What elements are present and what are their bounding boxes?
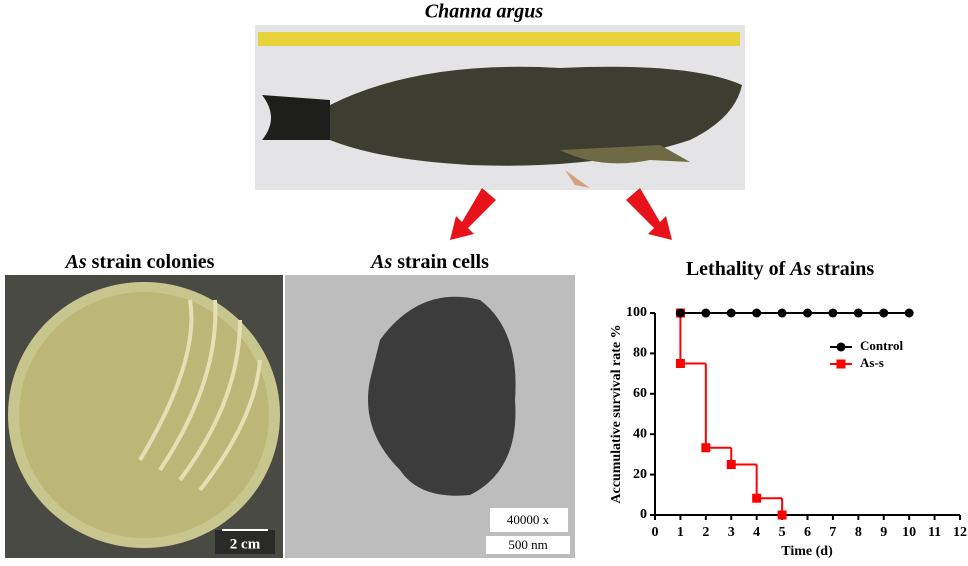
marker — [675, 308, 685, 318]
tem-photo — [285, 275, 575, 558]
x-tick-label: 11 — [928, 525, 941, 540]
plate-photo — [5, 275, 283, 558]
y-tick-label: 100 — [626, 305, 647, 320]
panel-title: Lethality of As strains — [686, 258, 875, 280]
x-tick-label: 8 — [855, 525, 862, 540]
legend-marker — [836, 359, 846, 369]
x-tick-label: 4 — [753, 525, 760, 540]
magnification: 40000 x — [507, 512, 550, 527]
x-tick-label: 3 — [728, 525, 735, 540]
marker — [726, 308, 736, 318]
marker — [853, 308, 863, 318]
marker — [701, 308, 711, 318]
marker — [904, 308, 914, 318]
panel-title: As strain colonies — [64, 251, 215, 273]
x-tick-label: 2 — [702, 525, 709, 540]
legend-label: As-s — [860, 355, 884, 370]
y-tick-label: 20 — [633, 467, 647, 482]
tem-scale-label: 500 nm — [508, 537, 547, 552]
y-tick-label: 80 — [633, 346, 647, 361]
marker — [777, 308, 787, 318]
figure-title: Channa argus — [425, 1, 544, 23]
y-tick-label: 40 — [633, 426, 647, 441]
legend-marker — [836, 342, 846, 352]
marker — [803, 308, 812, 318]
x-tick-label: 6 — [804, 525, 811, 540]
marker — [726, 460, 736, 469]
y-axis-label: Accumulative survival rate % — [609, 324, 624, 503]
marker — [777, 510, 787, 520]
x-tick-label: 12 — [953, 525, 967, 540]
marker — [752, 493, 762, 503]
x-tick-label: 9 — [880, 525, 887, 540]
marker — [701, 443, 711, 453]
fish-photo — [255, 25, 745, 190]
scale-bar-label: 2 cm — [230, 536, 261, 552]
legend-label: Control — [860, 338, 903, 353]
x-tick-label: 7 — [829, 525, 836, 540]
x-tick-label: 5 — [779, 525, 786, 540]
marker — [752, 308, 762, 318]
y-tick-label: 60 — [633, 386, 647, 401]
panel-title: As strain cells — [369, 251, 489, 273]
arrows — [450, 188, 672, 240]
x-tick-label: 1 — [677, 525, 684, 540]
marker — [675, 359, 685, 368]
marker — [828, 308, 838, 318]
x-tick-label: 10 — [902, 525, 916, 540]
x-tick-label: 0 — [652, 525, 659, 540]
marker — [879, 308, 889, 318]
y-tick-label: 0 — [640, 507, 647, 522]
x-axis-label: Time (d) — [781, 544, 833, 559]
